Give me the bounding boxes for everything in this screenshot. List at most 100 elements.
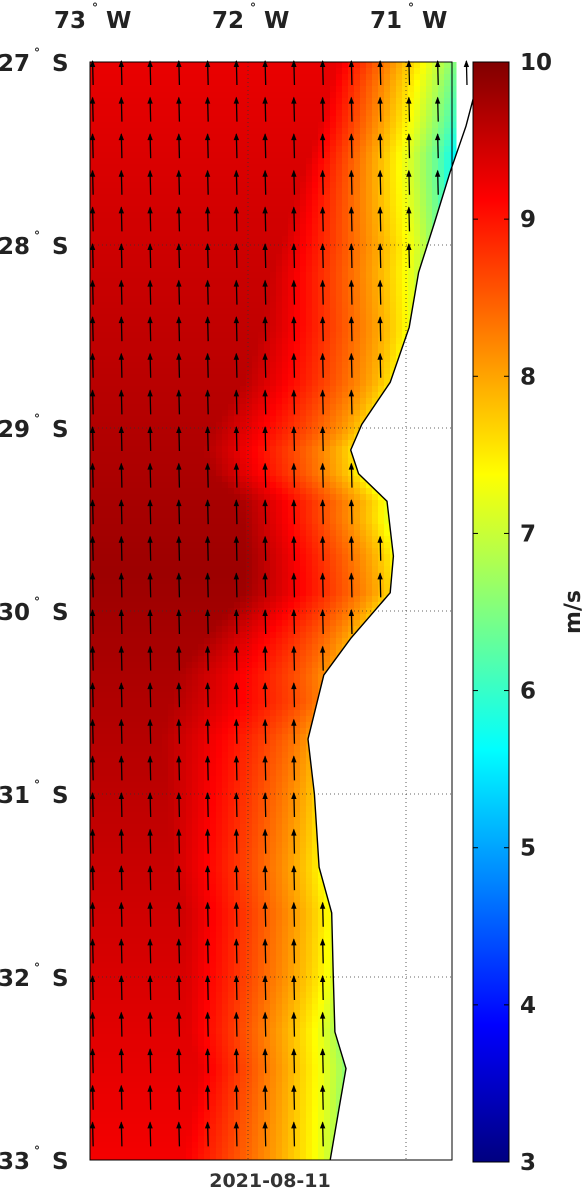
wind-arrow [291, 242, 297, 268]
wind-arrow [176, 389, 182, 415]
wind-arrow [89, 645, 96, 671]
wind-arrow [89, 682, 96, 708]
wind-arrow [233, 499, 240, 525]
wind-arrow [204, 718, 211, 744]
coastline [307, 61, 486, 1161]
wind-arrow [262, 974, 268, 1000]
degree-symbol: ° [34, 412, 40, 426]
lat-tick-hemisphere: S [52, 600, 69, 626]
lat-tick-hemisphere: S [52, 51, 69, 77]
lat-tick-degree: 30 [0, 600, 30, 626]
wind-arrow [204, 279, 211, 305]
wind-arrow [291, 1084, 297, 1110]
wind-arrow [319, 59, 326, 85]
wind-arrow [176, 499, 182, 525]
wind-arrow [291, 96, 297, 122]
wind-arrow [319, 608, 326, 634]
wind-arrow [118, 682, 125, 708]
wind-arrow [377, 535, 383, 561]
wind-arrow [176, 535, 182, 561]
wind-arrow [291, 938, 297, 964]
wind-arrow [319, 169, 326, 195]
degree-symbol: ° [34, 229, 40, 243]
wind-arrow [204, 682, 211, 708]
lat-tick-degree: 31 [0, 783, 30, 809]
wind-arrow [118, 608, 125, 634]
wind-arrow [233, 316, 240, 342]
wind-arrow [406, 96, 412, 122]
wind-arrow [147, 1084, 153, 1110]
lat-tick-hemisphere: S [52, 417, 69, 443]
colorbar-tick-label: 8 [520, 364, 536, 390]
lat-tick-hemisphere: S [52, 783, 69, 809]
wind-arrow [262, 718, 268, 744]
wind-arrow [377, 242, 383, 268]
wind-arrow [118, 791, 125, 817]
wind-arrow [406, 59, 412, 85]
wind-arrow [406, 169, 412, 195]
wind-arrow [147, 572, 153, 598]
wind-arrow [233, 974, 240, 1000]
wind-arrow [233, 1121, 240, 1147]
wind-arrow [348, 608, 355, 634]
wind-arrow [262, 169, 268, 195]
wind-arrow [233, 279, 240, 305]
wind-arrow [176, 755, 182, 781]
wind-arrow [89, 316, 96, 342]
wind-arrow [262, 791, 268, 817]
wind-arrow [147, 96, 153, 122]
wind-arrow [291, 462, 297, 488]
wind-arrow [204, 535, 211, 561]
wind-arrow [147, 425, 153, 451]
wind-arrow [204, 133, 211, 159]
wind-vectors [89, 59, 470, 1147]
wind-arrow [233, 133, 240, 159]
wind-arrow [204, 865, 211, 891]
lat-tick-degree: 33 [0, 1149, 30, 1175]
colorbar [472, 61, 510, 1163]
wind-arrow [204, 791, 211, 817]
wind-arrow [233, 865, 240, 891]
wind-arrow [204, 242, 211, 268]
wind-arrow [233, 242, 240, 268]
wind-arrow [118, 133, 125, 159]
wind-arrow [176, 974, 182, 1000]
wind-arrow [89, 572, 96, 598]
wind-arrow [262, 1048, 268, 1074]
lon-tick-degree: 72 [212, 8, 244, 34]
wind-arrow [89, 608, 96, 634]
wind-arrow [291, 535, 297, 561]
wind-arrow [319, 352, 326, 378]
wind-arrow [89, 133, 96, 159]
wind-arrow [118, 828, 125, 854]
wind-arrow [89, 865, 96, 891]
wind-arrow [233, 901, 240, 927]
wind-arrow [377, 59, 383, 85]
wind-arrow [233, 572, 240, 598]
wind-arrow [434, 169, 441, 195]
wind-arrow [233, 352, 240, 378]
wind-arrow [291, 901, 297, 927]
wind-arrow [147, 352, 153, 378]
wind-arrow [147, 608, 153, 634]
wind-arrow [147, 828, 153, 854]
wind-arrow [89, 389, 96, 415]
wind-arrow [204, 389, 211, 415]
wind-arrow [291, 206, 297, 232]
wind-arrow [377, 133, 383, 159]
wind-arrow [262, 1084, 268, 1110]
wind-arrow [176, 96, 182, 122]
wind-arrow [204, 1011, 211, 1037]
wind-arrow [262, 133, 268, 159]
wind-arrow [147, 755, 153, 781]
wind-arrow [89, 791, 96, 817]
wind-arrow [89, 59, 96, 85]
wind-arrow [204, 206, 211, 232]
wind-arrow [291, 828, 297, 854]
wind-arrow [262, 242, 268, 268]
wind-arrow [176, 242, 182, 268]
wind-arrow [176, 1011, 182, 1037]
wind-arrow [147, 133, 153, 159]
wind-arrow [118, 316, 125, 342]
